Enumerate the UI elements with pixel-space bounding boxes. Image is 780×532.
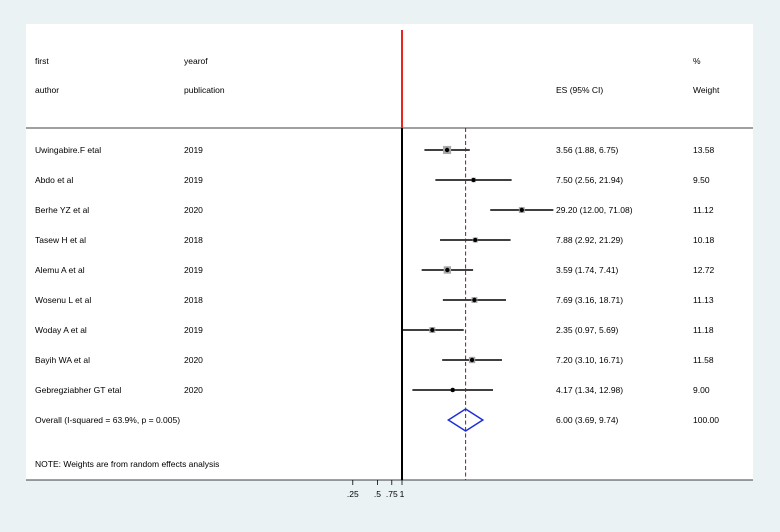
overall-diamond [446, 408, 485, 432]
study-author: Alemu A et al [35, 265, 85, 275]
study-point-estimate [519, 207, 524, 213]
study-author: Berhe YZ et al [35, 205, 89, 215]
study-weight: 11.12 [693, 205, 714, 215]
x-axis-tick-label: 1 [400, 489, 405, 499]
study-author: Gebregziabher GT etal [35, 385, 121, 395]
study-year: 2018 [184, 295, 203, 305]
study-es-ci: 7.69 (3.16, 18.71) [556, 295, 623, 305]
study-weight: 13.58 [693, 145, 715, 155]
x-axis-tick-label: .5 [374, 489, 381, 499]
study-author: Abdo et al [35, 175, 73, 185]
study-point-estimate [445, 267, 450, 273]
overall-weight-value: 100.00 [693, 415, 719, 425]
random-effects-note: NOTE: Weights are from random effects an… [35, 459, 219, 469]
study-point-estimate [473, 237, 478, 243]
header-first: first [35, 56, 49, 66]
header-percent: % [693, 56, 701, 66]
study-year: 2018 [184, 235, 203, 245]
study-year: 2020 [184, 205, 203, 215]
study-point-estimate [471, 177, 476, 183]
x-axis-tick-label: .25 [347, 489, 359, 499]
study-es-ci: 7.50 (2.56, 21.94) [556, 175, 623, 185]
study-es-ci: 4.17 (1.34, 12.98) [556, 385, 623, 395]
plot-region [26, 24, 753, 480]
study-author: Uwingabire.F etal [35, 145, 101, 155]
overall-label: Overall (I-squared = 63.9%, p = 0.005) [35, 415, 180, 425]
study-weight: 11.18 [693, 325, 714, 335]
study-weight: 12.72 [693, 265, 715, 275]
study-year: 2019 [184, 175, 203, 185]
study-weight: 9.50 [693, 175, 710, 185]
header-publication: publication [184, 85, 225, 95]
study-year: 2019 [184, 265, 203, 275]
study-es-ci: 7.20 (3.10, 16.71) [556, 355, 623, 365]
study-year: 2019 [184, 325, 203, 335]
study-author: Bayih WA et al [35, 355, 90, 365]
study-es-ci: 29.20 (12.00, 71.08) [556, 205, 633, 215]
study-point-estimate [450, 387, 455, 393]
header-yearof: yearof [184, 56, 208, 66]
study-author: Wosenu L et al [35, 295, 91, 305]
study-weight: 11.13 [693, 295, 714, 305]
header-author: author [35, 85, 59, 95]
study-es-ci: 3.56 (1.88, 6.75) [556, 145, 619, 155]
study-es-ci: 7.88 (2.92, 21.29) [556, 235, 623, 245]
study-weight: 10.18 [693, 235, 715, 245]
study-weight: 11.58 [693, 355, 714, 365]
study-es-ci: 3.59 (1.74, 7.41) [556, 265, 619, 275]
study-point-estimate [444, 147, 450, 153]
study-year: 2020 [184, 385, 203, 395]
study-point-estimate [430, 327, 435, 333]
study-es-ci: 2.35 (0.97, 5.69) [556, 325, 619, 335]
study-point-estimate [469, 357, 475, 363]
study-year: 2019 [184, 145, 203, 155]
study-author: Woday A et al [35, 325, 87, 335]
header-es-ci: ES (95% CI) [556, 85, 603, 95]
study-year: 2020 [184, 355, 203, 365]
study-weight: 9.00 [693, 385, 710, 395]
overall-es-value: 6.00 (3.69, 9.74) [556, 415, 619, 425]
header-weight: Weight [693, 85, 720, 95]
study-point-estimate [472, 297, 477, 303]
study-author: Tasew H et al [35, 235, 86, 245]
x-axis-tick-label: .75 [386, 489, 398, 499]
